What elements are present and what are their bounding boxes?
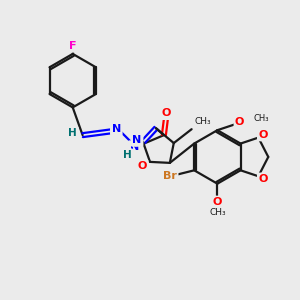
- Text: H: H: [68, 128, 77, 138]
- Text: N: N: [133, 135, 142, 145]
- Text: CH₃: CH₃: [209, 208, 226, 217]
- Text: O: O: [259, 130, 268, 140]
- Text: O: O: [235, 117, 244, 127]
- Text: N: N: [112, 124, 121, 134]
- Text: CH₃: CH₃: [195, 117, 211, 126]
- Text: O: O: [137, 161, 147, 171]
- Text: CH₃: CH₃: [253, 114, 268, 123]
- Text: F: F: [69, 41, 76, 51]
- Text: O: O: [259, 174, 268, 184]
- Text: O: O: [161, 108, 170, 118]
- Text: H: H: [123, 150, 132, 160]
- Text: N: N: [130, 142, 139, 152]
- Text: Br: Br: [164, 171, 177, 181]
- Text: O: O: [213, 196, 222, 206]
